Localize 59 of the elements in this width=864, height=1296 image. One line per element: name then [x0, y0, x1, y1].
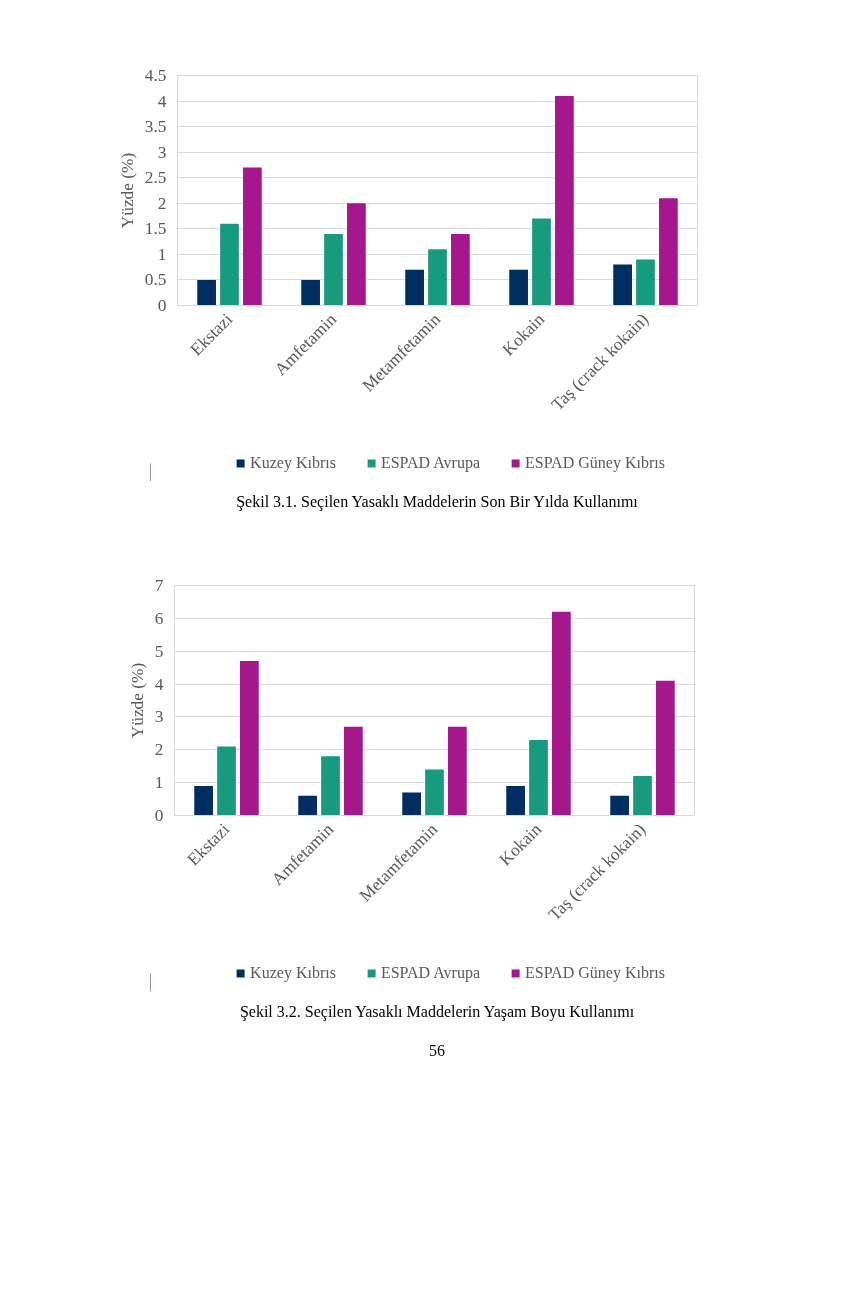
y-axis-title: Yüzde (%) — [127, 662, 147, 739]
y-tick-label: 0 — [154, 806, 164, 825]
bar — [240, 661, 259, 816]
legend-label: ESPAD Avrupa — [380, 964, 481, 982]
bar — [428, 249, 447, 306]
bar — [532, 218, 551, 306]
bar — [220, 223, 239, 306]
bar — [324, 233, 343, 306]
bar — [613, 264, 632, 306]
bar — [344, 726, 363, 816]
bar — [529, 739, 548, 816]
bar — [610, 795, 629, 816]
y-tick-label: 0.5 — [144, 270, 167, 290]
y-tick-label: 4 — [157, 91, 167, 111]
bar — [451, 233, 470, 306]
bar — [506, 785, 525, 816]
bar — [217, 746, 236, 816]
bar — [633, 776, 652, 816]
y-tick-label: 2 — [157, 193, 167, 213]
text: Şekil 3.2. Seçilen Yasaklı Maddelerin Yaşam Boyu Kullanımı — [239, 1002, 635, 1023]
y-tick-label: 1 — [157, 244, 167, 264]
bar — [552, 611, 571, 816]
bar — [509, 269, 528, 306]
y-tick-label: 5 — [154, 641, 164, 661]
legend-label: ESPAD Güney Kıbrıs — [525, 964, 665, 982]
y-tick-label: 3.5 — [144, 117, 167, 137]
y-tick-label: 1.5 — [144, 219, 167, 239]
y-tick-label: 2 — [154, 740, 164, 760]
y-tick-label: 7 — [154, 576, 164, 595]
bar — [656, 680, 675, 816]
legend-label: Kuzey Kıbrıs — [250, 964, 336, 982]
bar — [555, 95, 574, 306]
y-axis-title: Yüzde (%) — [117, 152, 137, 229]
bar — [636, 259, 655, 306]
bar — [243, 167, 262, 306]
bar — [301, 279, 320, 306]
text: Şekil 3.1. Seçilen Yasaklı Maddelerin Son Bir Yılda Kullanımı — [236, 492, 638, 513]
y-tick-label: 0 — [157, 296, 167, 315]
legend-label: Kuzey Kıbrıs — [250, 454, 336, 472]
bar — [425, 769, 444, 816]
y-tick-label: 6 — [154, 608, 164, 628]
bar — [321, 756, 340, 816]
bar — [402, 792, 421, 816]
text: 56 — [429, 1041, 445, 1061]
y-tick-label: 2.5 — [144, 168, 167, 188]
bar — [405, 269, 424, 306]
bar — [298, 795, 317, 816]
bar — [659, 198, 678, 306]
bar — [347, 203, 366, 306]
bar — [448, 726, 467, 816]
legend-label: ESPAD Avrupa — [380, 454, 481, 472]
legend-label: ESPAD Güney Kıbrıs — [525, 454, 665, 472]
y-tick-label: 4 — [154, 674, 164, 694]
bar — [194, 785, 213, 816]
y-tick-label: 3 — [157, 142, 167, 162]
y-tick-label: 3 — [154, 707, 164, 727]
bar — [197, 279, 216, 306]
y-tick-label: 1 — [154, 773, 164, 793]
y-tick-label: 4.5 — [144, 66, 167, 85]
